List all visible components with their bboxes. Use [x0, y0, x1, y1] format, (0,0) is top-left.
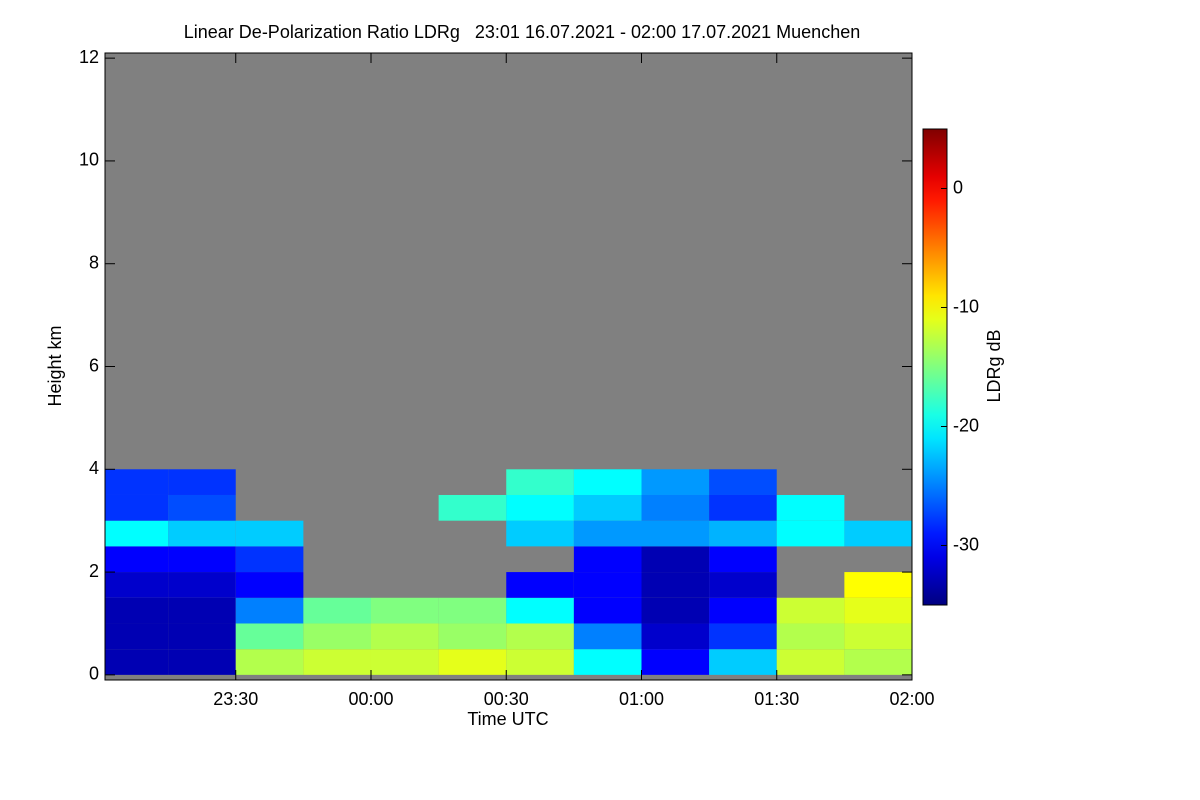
- heatmap-cell: [641, 520, 710, 547]
- heatmap-cell: [506, 597, 574, 624]
- heatmap-cell: [709, 623, 777, 650]
- heatmap-cell: [105, 649, 169, 675]
- heatmap-cell: [776, 623, 845, 650]
- heatmap-cell: [168, 469, 236, 495]
- heatmap-cell: [776, 649, 845, 675]
- y-tick-label: 0: [89, 664, 99, 684]
- heatmap-cell: [303, 649, 371, 675]
- heatmap-cell: [573, 494, 642, 521]
- x-tick-label: 00:00: [348, 689, 393, 709]
- heatmap-cell: [844, 597, 912, 624]
- heatmap-cell: [438, 649, 507, 675]
- heatmap-cell: [709, 520, 777, 547]
- heatmap-cell: [709, 494, 777, 521]
- heatmap-cell: [105, 520, 169, 547]
- heatmap-cell: [573, 597, 642, 624]
- y-axis-label: Height km: [45, 325, 65, 406]
- heatmap-cell: [370, 649, 439, 675]
- colorbar: [922, 128, 948, 606]
- heatmap-cell: [105, 623, 169, 650]
- heatmap-cell: [168, 494, 236, 521]
- heatmap-cell: [303, 597, 371, 624]
- heatmap-cell: [573, 572, 642, 598]
- y-tick-label: 12: [79, 47, 99, 67]
- heatmap-cell: [105, 494, 169, 521]
- colorbar-tick-label: -10: [953, 296, 979, 316]
- y-tick-label: 2: [89, 561, 99, 581]
- heatmap-cell: [641, 494, 710, 521]
- heatmap-cell: [235, 572, 304, 598]
- heatmap-cell: [709, 597, 777, 624]
- heatmap-cell: [506, 623, 574, 650]
- heatmap-cell: [438, 494, 507, 521]
- heatmap-cell: [105, 469, 169, 495]
- x-tick-label: 01:00: [619, 689, 664, 709]
- heatmap-cell: [844, 572, 912, 598]
- y-tick-label: 8: [89, 252, 99, 272]
- x-tick-label: 02:00: [889, 689, 934, 709]
- heatmap-cell: [641, 469, 710, 495]
- colorbar-tick-label: 0: [953, 177, 963, 197]
- heatmap-cell: [776, 597, 845, 624]
- heatmap-cell: [370, 623, 439, 650]
- x-axis-label: Time UTC: [467, 709, 548, 729]
- heatmap-cell: [573, 469, 642, 495]
- heatmap-cell: [641, 649, 710, 675]
- heatmap-cell: [105, 546, 169, 573]
- heatmap-cell: [844, 649, 912, 675]
- x-tick-label: 23:30: [213, 689, 258, 709]
- heatmap-cell: [506, 649, 574, 675]
- heatmap-cell: [506, 572, 574, 598]
- heatmap-cell: [438, 597, 507, 624]
- heatmap-cell: [235, 649, 304, 675]
- heatmap-cell: [168, 520, 236, 547]
- heatmap-cell: [573, 623, 642, 650]
- heatmap-cell: [303, 623, 371, 650]
- heatmap-cell: [641, 597, 710, 624]
- heatmap-cell: [776, 520, 845, 547]
- heatmap-cell: [168, 623, 236, 650]
- heatmap-cell: [168, 649, 236, 675]
- heatmap-cell: [506, 494, 574, 521]
- y-tick-label: 6: [89, 355, 99, 375]
- heatmap-cell: [235, 597, 304, 624]
- y-tick-label: 10: [79, 150, 99, 170]
- heatmap-cell: [573, 649, 642, 675]
- heatmap-cell: [235, 520, 304, 547]
- heatmap-cell: [641, 623, 710, 650]
- heatmap-cell: [709, 572, 777, 598]
- heatmap-cell: [235, 623, 304, 650]
- heatmap-cell: [709, 546, 777, 573]
- heatmap-cell: [168, 572, 236, 598]
- colorbar-tick-label: -30: [953, 534, 979, 554]
- heatmap-cell: [168, 597, 236, 624]
- heatmap-cell: [235, 546, 304, 573]
- heatmap-cell: [105, 572, 169, 598]
- heatmap-cell: [438, 623, 507, 650]
- x-tick-label: 00:30: [484, 689, 529, 709]
- y-tick-label: 4: [89, 458, 99, 478]
- heatmap-cell: [709, 469, 777, 495]
- colorbar-tick-label: -20: [953, 415, 979, 435]
- heatmap-cell: [506, 469, 574, 495]
- heatmap-cell: [844, 623, 912, 650]
- heatmap-cell: [168, 546, 236, 573]
- heatmap-cell: [573, 520, 642, 547]
- heatmap-cell: [641, 546, 710, 573]
- x-tick-label: 01:30: [754, 689, 799, 709]
- heatmap-cell: [844, 520, 912, 547]
- heatmap-cell: [709, 649, 777, 675]
- colorbar-label: LDRg dB: [984, 329, 1004, 402]
- heatmap-cell: [573, 546, 642, 573]
- heatmap-cell: [105, 597, 169, 624]
- heatmap-cell: [641, 572, 710, 598]
- heatmap-cell: [776, 494, 845, 521]
- chart-title: Linear De-Polarization Ratio LDRg 23:01 …: [184, 22, 860, 42]
- heatmap-cell: [370, 597, 439, 624]
- heatmap-cell: [506, 520, 574, 547]
